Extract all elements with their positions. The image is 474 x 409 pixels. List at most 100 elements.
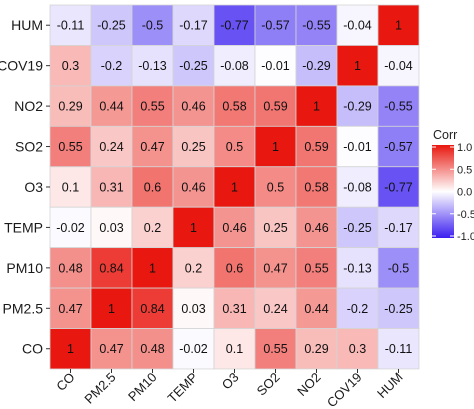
heatmap-cell — [377, 125, 420, 168]
cell-value-label: -0.02 — [56, 221, 85, 235]
x-axis-ticks: CO PM2.5 PM10 TEMP O3 SO2 NO2 COV19 HUM — [53, 368, 406, 409]
cell-value-label: 0.44 — [99, 100, 123, 114]
cell-value-label: 1 — [354, 59, 361, 73]
cell-value-label: 0.55 — [140, 100, 164, 114]
heatmap-cell — [131, 166, 174, 208]
cell-value-label: 0.25 — [263, 221, 287, 235]
cell-value-label: -0.08 — [220, 59, 249, 73]
cell-value-label: -0.04 — [343, 19, 372, 33]
heatmap-cell — [336, 328, 379, 370]
cell-value-label: 0.29 — [58, 100, 82, 114]
cell-value-label: 0.3 — [62, 59, 79, 73]
cell-value-label: -0.08 — [343, 180, 372, 194]
legend-tick-label: 0.0 — [457, 187, 472, 199]
cell-value-label: -0.77 — [220, 19, 249, 33]
cell-value-label: 0.46 — [304, 221, 328, 235]
cell-value-label: 1 — [190, 221, 197, 235]
y-axis-ticks: HUM COV19 NO2 SO2 O3 TEMP PM10 PM2.5 CO — [0, 17, 50, 357]
cell-value-label: 0.47 — [263, 261, 287, 275]
legend-ticks: 1.0 0.5 0.0 -0.5 -1.0 — [432, 142, 474, 243]
cell-value-label: -0.5 — [388, 261, 410, 275]
cell-value-label: -0.55 — [384, 100, 413, 114]
cell-value-label: 0.55 — [304, 261, 328, 275]
heatmap-cell — [131, 206, 174, 249]
legend-tick-label: 0.5 — [457, 164, 472, 176]
cell-value-label: 0.03 — [181, 302, 205, 316]
cell-value-label: -0.29 — [343, 100, 372, 114]
x-tick-label: O3 — [219, 369, 242, 392]
legend-tick-label: -0.5 — [457, 209, 474, 221]
y-tick-label: O3 — [24, 179, 43, 195]
cell-value-label: 1 — [313, 100, 320, 114]
cell-value-label: -0.25 — [179, 59, 208, 73]
legend-colorbar — [432, 145, 454, 238]
y-tick-label: TEMP — [4, 219, 43, 235]
cell-value-label: 0.24 — [99, 140, 123, 154]
cell-value-label: 0.31 — [222, 302, 246, 316]
cell-value-label: -0.25 — [97, 19, 126, 33]
cell-value-label: 0.48 — [58, 261, 82, 275]
y-tick-label: SO2 — [15, 139, 43, 155]
cell-value-label: -0.5 — [142, 19, 164, 33]
cell-value-label: 0.84 — [99, 261, 123, 275]
heatmap-cell — [377, 45, 420, 87]
heatmap-cell — [377, 206, 420, 249]
cell-value-label: -0.01 — [343, 140, 372, 154]
heatmap-cell — [295, 85, 338, 127]
heatmap-cell — [377, 247, 420, 289]
legend-title: Corr — [433, 128, 457, 142]
heatmap-cell — [131, 45, 174, 87]
cell-value-label: 0.58 — [222, 100, 246, 114]
heatmap-cell — [254, 85, 297, 127]
cell-value-label: 0.59 — [304, 140, 328, 154]
cell-value-label: -0.57 — [384, 140, 413, 154]
heatmap-cell — [49, 206, 92, 249]
heatmap-cell — [90, 166, 133, 208]
cell-value-label: 0.6 — [144, 180, 161, 194]
cell-value-label: 0.47 — [99, 342, 123, 356]
heatmap-cell — [336, 85, 379, 127]
color-legend: Corr 1.0 0.5 0.0 -0.5 -1.0 — [432, 128, 474, 243]
x-tick-label: COV19 — [324, 369, 365, 409]
x-tick-label: TEMP — [164, 369, 200, 405]
cell-value-label: 0.03 — [99, 221, 123, 235]
cell-value-label: 1 — [108, 302, 115, 316]
cell-value-label: -0.17 — [384, 221, 413, 235]
heatmap-cell — [377, 85, 420, 127]
heatmap-cell — [172, 125, 215, 168]
cell-value-label: 0.47 — [58, 302, 82, 316]
heatmap-cell — [172, 45, 215, 87]
heatmap-cell — [377, 287, 420, 329]
cell-value-label: 0.48 — [140, 342, 164, 356]
cell-value-label: -0.29 — [302, 59, 331, 73]
cell-value-label: -0.13 — [138, 59, 167, 73]
cell-value-label: -0.11 — [57, 19, 85, 33]
heatmap-cell — [336, 166, 379, 208]
heatmap-cell — [295, 206, 338, 249]
cell-value-label: 0.55 — [58, 140, 82, 154]
cell-value-label: 0.25 — [181, 140, 205, 154]
heatmap-cell-labels: -0.11 -0.25 -0.5 -0.17 -0.77 -0.57 -0.55 -0.04 1… — [56, 19, 413, 357]
cell-value-label: -0.01 — [261, 59, 290, 73]
cell-value-label: 0.84 — [140, 302, 164, 316]
cell-value-label: 0.6 — [226, 261, 243, 275]
heatmap-cell — [336, 4, 379, 46]
y-tick-label: PM2.5 — [3, 300, 44, 316]
heatmap-cell — [254, 328, 297, 370]
heatmap-cell — [377, 328, 420, 370]
heatmap-cell — [254, 206, 297, 249]
heatmap-cell — [213, 85, 256, 127]
heatmap-cell — [172, 328, 215, 370]
cell-value-label: 0.46 — [181, 100, 205, 114]
cell-value-label: -0.2 — [101, 59, 123, 73]
heatmap-cell — [131, 4, 174, 46]
cell-value-label: 0.44 — [304, 302, 328, 316]
heatmap-cell — [213, 166, 256, 208]
cell-value-label: 0.2 — [144, 221, 161, 235]
heatmap-cell — [49, 247, 92, 289]
cell-value-label: 1 — [231, 180, 238, 194]
heatmap-cell — [336, 125, 379, 168]
cell-value-label: -0.04 — [384, 59, 413, 73]
heatmap-cell — [213, 287, 256, 329]
cell-value-label: 0.5 — [267, 180, 284, 194]
